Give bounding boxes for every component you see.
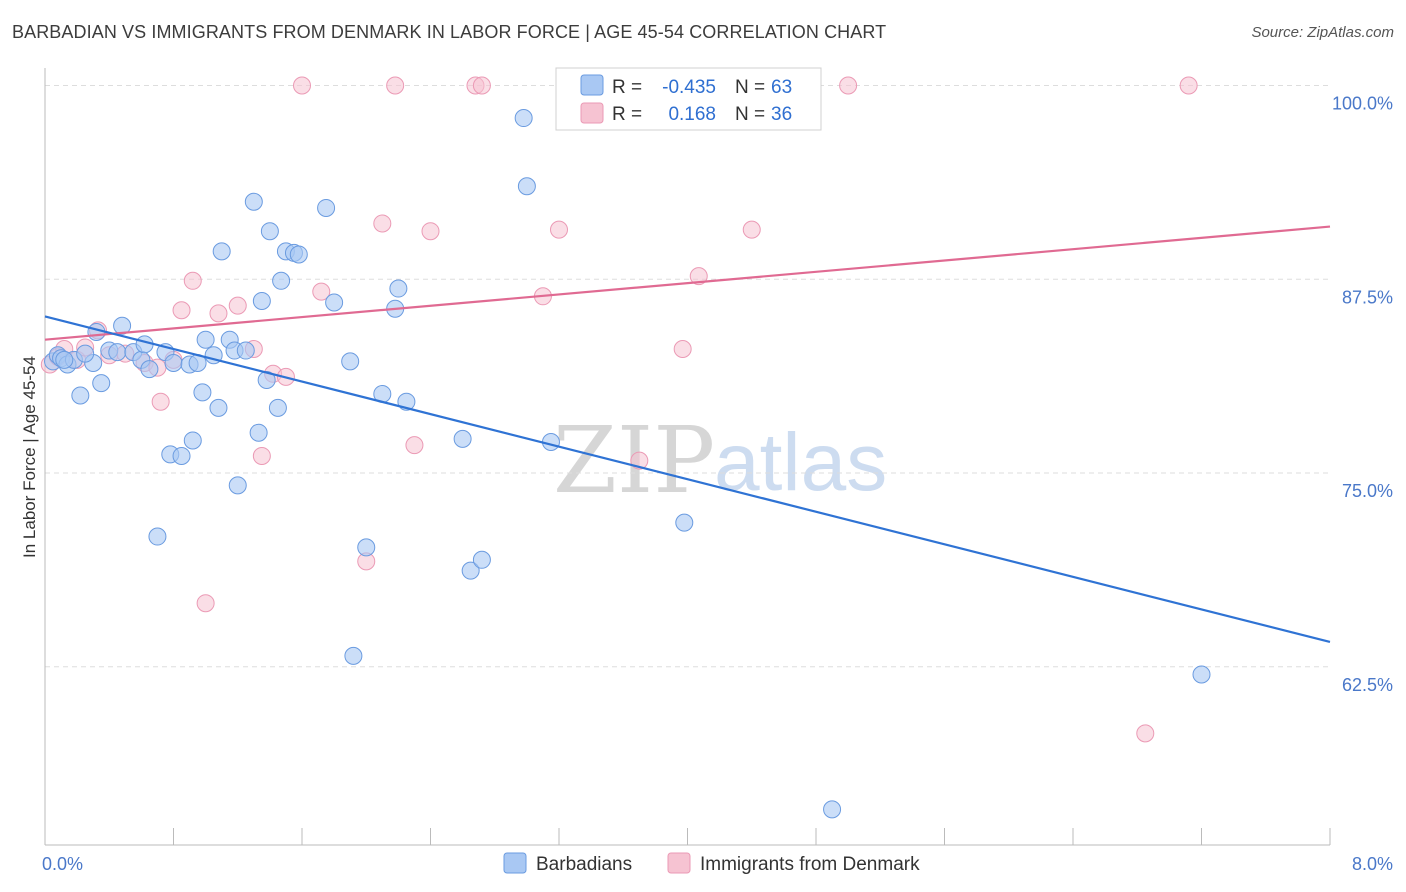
y-tick-label: 100.0% xyxy=(1332,94,1393,114)
y-tick-label: 62.5% xyxy=(1342,675,1393,695)
y-tick-label: 87.5% xyxy=(1342,287,1393,307)
barbadians-trendline xyxy=(44,315,1331,644)
correlation-legend: R = -0.435 N = 63 R = 0.168 N = 36 xyxy=(555,67,822,131)
legend-r-value-2: 0.168 xyxy=(668,104,716,125)
series-barbadians-points xyxy=(44,109,1211,819)
legend-n-value-1: 63 xyxy=(771,77,792,98)
denmark-point xyxy=(742,220,761,239)
barbadian-point xyxy=(164,353,183,372)
y-tick-label: 75.0% xyxy=(1342,481,1393,501)
x-ticks xyxy=(44,828,1331,845)
barbadian-point xyxy=(260,222,279,241)
watermark-atlas: atlas xyxy=(714,417,887,508)
barbadian-point xyxy=(244,192,263,211)
denmark-trendline xyxy=(44,225,1331,341)
denmark-point xyxy=(196,594,215,613)
denmark-point xyxy=(386,76,405,95)
legend-swatch-blue xyxy=(580,74,604,96)
barbadian-point xyxy=(517,177,536,196)
barbadian-point xyxy=(453,429,472,448)
denmark-point xyxy=(472,76,491,95)
barbadian-point xyxy=(196,330,215,349)
denmark-point xyxy=(183,271,202,290)
denmark-point xyxy=(209,304,228,323)
bottom-legend-swatch-barbadians xyxy=(503,852,527,874)
denmark-point xyxy=(689,267,708,286)
barbadian-point xyxy=(183,431,202,450)
x-tick-label-right: 8.0% xyxy=(1352,854,1393,874)
barbadian-point xyxy=(135,335,154,354)
barbadian-point xyxy=(76,344,95,363)
denmark-point xyxy=(673,340,692,358)
denmark-point xyxy=(252,446,271,465)
barbadian-point xyxy=(675,513,694,532)
barbadian-point xyxy=(236,341,255,360)
denmark-point xyxy=(550,220,568,239)
barbadian-point xyxy=(209,398,228,417)
series-legend: Barbadians Immigrants from Denmark xyxy=(503,852,920,875)
denmark-point xyxy=(151,392,170,411)
barbadian-point xyxy=(140,360,159,379)
denmark-point xyxy=(421,222,440,241)
barbadian-point xyxy=(317,198,336,217)
bottom-legend-swatch-denmark xyxy=(667,852,691,874)
bottom-legend-label-barbadians: Barbadians xyxy=(536,854,632,875)
denmark-point xyxy=(405,436,424,455)
barbadian-point xyxy=(344,646,363,665)
barbadian-point xyxy=(113,316,132,335)
y-axis-title: In Labor Force | Age 45-54 xyxy=(20,356,39,558)
barbadian-point xyxy=(514,109,533,128)
barbadian-point xyxy=(228,476,247,495)
denmark-point xyxy=(1136,724,1155,743)
denmark-point xyxy=(228,296,247,315)
barbadian-point xyxy=(193,383,212,402)
barbadian-point xyxy=(212,242,231,261)
legend-n-value-2: 36 xyxy=(771,104,792,125)
barbadian-point xyxy=(252,291,271,310)
legend-r-label-1: R = xyxy=(612,77,642,98)
barbadian-point xyxy=(71,386,90,405)
barbadian-point xyxy=(108,343,127,362)
chart-source: Source: ZipAtlas.com xyxy=(1251,24,1394,41)
barbadian-point xyxy=(461,561,480,580)
denmark-point xyxy=(312,282,331,301)
barbadian-point xyxy=(389,279,408,298)
legend-n-label-1: N = xyxy=(735,77,765,98)
barbadian-point xyxy=(249,423,268,442)
barbadian-point xyxy=(92,374,111,393)
barbadian-point xyxy=(272,271,291,290)
denmark-point xyxy=(373,214,392,233)
denmark-point xyxy=(1179,76,1198,95)
barbadian-point xyxy=(325,293,344,312)
legend-swatch-pink xyxy=(580,102,604,124)
denmark-point xyxy=(293,76,311,95)
barbadian-point xyxy=(823,800,842,819)
barbadian-point xyxy=(341,352,360,371)
legend-r-label-2: R = xyxy=(612,104,642,125)
barbadian-point xyxy=(172,446,191,465)
denmark-point xyxy=(172,301,191,320)
trend-layer xyxy=(44,225,1331,644)
legend-n-label-2: N = xyxy=(735,104,765,125)
bottom-legend-label-denmark: Immigrants from Denmark xyxy=(700,854,920,875)
watermark: ZIP atlas xyxy=(553,407,887,514)
barbadian-point xyxy=(357,538,376,557)
denmark-point xyxy=(839,76,858,95)
legend-r-value-1: -0.435 xyxy=(662,77,716,98)
grid-layer: 100.0% 87.5% 75.0% 62.5% xyxy=(45,85,1393,695)
x-tick-label-left: 0.0% xyxy=(42,854,83,874)
barbadian-point xyxy=(289,245,308,264)
barbadian-point xyxy=(148,527,167,546)
chart-title: BARBADIAN VS IMMIGRANTS FROM DENMARK IN … xyxy=(12,22,887,42)
barbadian-point xyxy=(268,398,287,417)
barbadian-point xyxy=(1192,665,1211,684)
barbadian-point xyxy=(55,350,74,369)
barbadian-point xyxy=(472,550,491,569)
